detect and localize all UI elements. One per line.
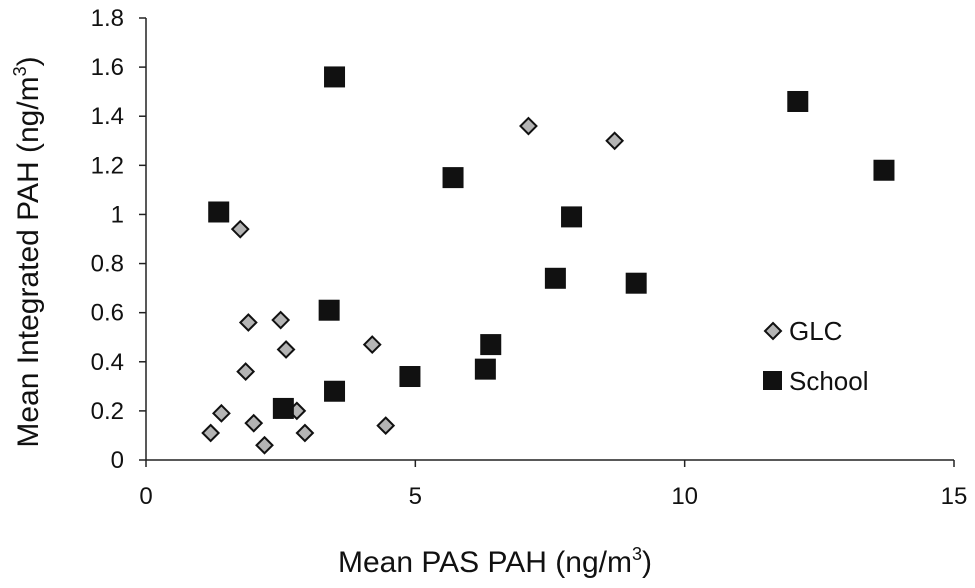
- legend-item-school: School: [763, 366, 869, 396]
- legend: GLC School: [763, 316, 869, 396]
- y-ticks: 0 0.2 0.4 0.6 0.8 1 1.2 1.4 1.6 1.8: [91, 5, 146, 474]
- y-tick-label: 0.8: [91, 251, 124, 278]
- glc-point: [238, 313, 258, 332]
- school-point: [625, 272, 647, 294]
- x-tick-label: 15: [941, 483, 968, 510]
- data-points: [201, 66, 895, 455]
- school-point: [544, 267, 566, 289]
- school-point: [324, 380, 346, 402]
- legend-square-icon: [763, 371, 782, 390]
- legend-item-glc: GLC: [763, 316, 842, 346]
- glc-point: [201, 423, 221, 443]
- school-point: [318, 299, 340, 321]
- school-point: [480, 334, 502, 356]
- axes: 0 5 10 15 0 0.2 0.4 0.6 0.8 1 1.2 1.4 1.6 1.8: [91, 5, 968, 510]
- y-tick-label: 0.2: [91, 398, 124, 425]
- y-tick-label: 1.6: [91, 54, 124, 81]
- x-axis-title: Mean PAS PAH (ng/m3): [338, 544, 652, 579]
- series-school: [208, 66, 895, 419]
- y-tick-label: 0.4: [91, 349, 124, 376]
- y-axis-title: Mean Integrated PAH (ng/m3): [10, 56, 45, 447]
- school-point: [561, 206, 583, 228]
- legend-label-school: School: [789, 366, 869, 396]
- glc-point: [255, 435, 274, 455]
- series-glc: [201, 116, 625, 455]
- x-tick-label: 10: [671, 483, 698, 510]
- glc-point: [244, 413, 264, 433]
- legend-diamond-icon: [763, 321, 783, 341]
- y-tick-label: 1.4: [91, 103, 124, 130]
- glc-point: [605, 131, 625, 151]
- legend-label-glc: GLC: [789, 316, 842, 346]
- y-tick-label: 1.8: [91, 5, 124, 32]
- school-point: [208, 201, 230, 223]
- x-ticks: 0 5 10 15: [139, 460, 967, 510]
- school-point: [272, 397, 294, 419]
- glc-point: [271, 310, 291, 330]
- school-point: [787, 90, 809, 112]
- school-point: [324, 66, 346, 88]
- glc-point: [276, 340, 296, 359]
- glc-point: [211, 403, 231, 423]
- school-point: [399, 366, 421, 388]
- glc-point: [362, 335, 382, 355]
- glc-point: [295, 423, 315, 443]
- school-point: [873, 159, 895, 181]
- glc-point: [230, 219, 250, 239]
- school-point: [474, 358, 496, 380]
- y-tick-label: 0: [111, 447, 124, 474]
- y-tick-label: 1.2: [91, 152, 124, 179]
- x-tick-label: 5: [409, 483, 422, 510]
- glc-point: [376, 416, 396, 436]
- glc-point: [519, 116, 538, 136]
- glc-point: [236, 362, 256, 382]
- x-tick-label: 0: [139, 483, 152, 510]
- school-point: [442, 167, 464, 189]
- y-tick-label: 1: [111, 201, 124, 228]
- y-tick-label: 0.6: [91, 300, 124, 327]
